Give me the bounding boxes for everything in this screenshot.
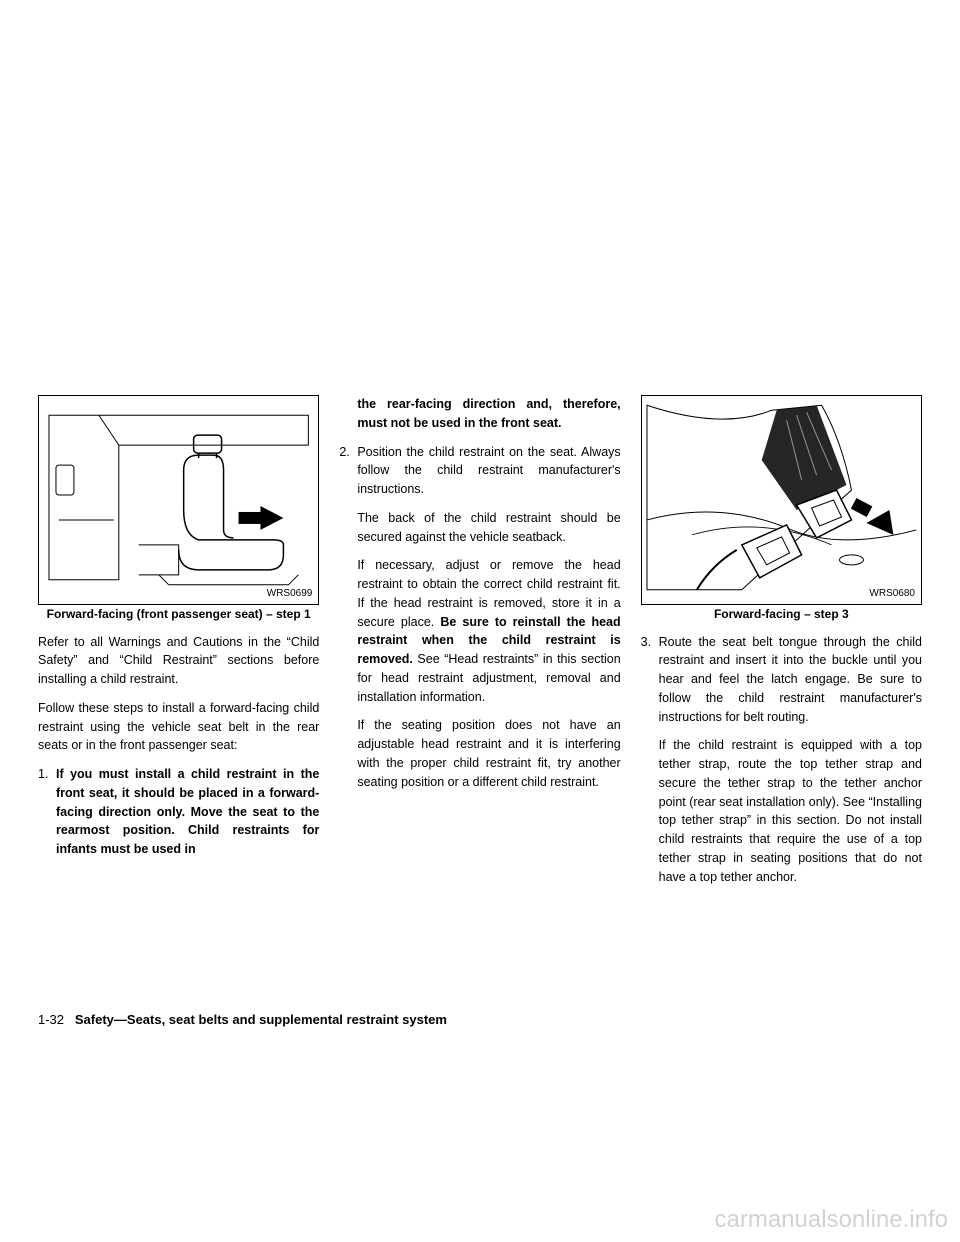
figure-seat: WRS0699 bbox=[38, 395, 319, 605]
step-3-p1: Route the seat belt tongue through the c… bbox=[659, 633, 922, 727]
step-1-cont: the rear-facing direction and, therefore… bbox=[339, 395, 620, 433]
column-3: WRS0680 Forward-facing – step 3 3. Route… bbox=[641, 395, 922, 906]
step-2-p1: Position the child restraint on the seat… bbox=[357, 443, 620, 499]
step-2-p4: If the seating position does not have an… bbox=[357, 716, 620, 791]
buckle-illustration bbox=[642, 396, 921, 604]
page-number: 1-32 bbox=[38, 1012, 64, 1027]
step-3: 3. Route the seat belt tongue through th… bbox=[641, 633, 922, 897]
figure-caption-1: Forward-facing (front passenger seat) – … bbox=[38, 607, 319, 623]
page-content: WRS0699 Forward-facing (front passenger … bbox=[38, 395, 922, 906]
watermark: carmanualsonline.info bbox=[715, 1206, 948, 1234]
step-1-num: 1. bbox=[38, 765, 56, 859]
section-title: Safety—Seats, seat belts and supplementa… bbox=[75, 1012, 447, 1027]
figure-caption-2: Forward-facing – step 3 bbox=[641, 607, 922, 623]
step-3-body: Route the seat belt tongue through the c… bbox=[659, 633, 922, 897]
seat-illustration bbox=[39, 396, 318, 604]
step-1: 1. If you must install a child restraint… bbox=[38, 765, 319, 859]
step-2-num: 2. bbox=[339, 443, 357, 802]
step-2: 2. Position the child restraint on the s… bbox=[339, 443, 620, 802]
step-2-p2: The back of the child restraint should b… bbox=[357, 509, 620, 547]
step-1-cont-body: the rear-facing direction and, therefore… bbox=[357, 395, 620, 433]
step-1-cont-spacer bbox=[339, 395, 357, 433]
figure-label-1: WRS0699 bbox=[267, 586, 313, 601]
step-3-num: 3. bbox=[641, 633, 659, 897]
para-intro-2: Follow these steps to install a forward-… bbox=[38, 699, 319, 755]
step-2-p3: If necessary, adjust or remove the head … bbox=[357, 556, 620, 706]
figure-buckle: WRS0680 bbox=[641, 395, 922, 605]
step-3-p2: If the child restraint is equipped with … bbox=[659, 736, 922, 886]
step-2-body: Position the child restraint on the seat… bbox=[357, 443, 620, 802]
para-intro-1: Refer to all Warnings and Cautions in th… bbox=[38, 633, 319, 689]
step-1-body: If you must install a child restraint in… bbox=[56, 765, 319, 859]
column-2: the rear-facing direction and, therefore… bbox=[339, 395, 620, 906]
page-footer: 1-32 Safety—Seats, seat belts and supple… bbox=[38, 1012, 447, 1027]
column-1: WRS0699 Forward-facing (front passenger … bbox=[38, 395, 319, 906]
figure-label-2: WRS0680 bbox=[869, 586, 915, 601]
